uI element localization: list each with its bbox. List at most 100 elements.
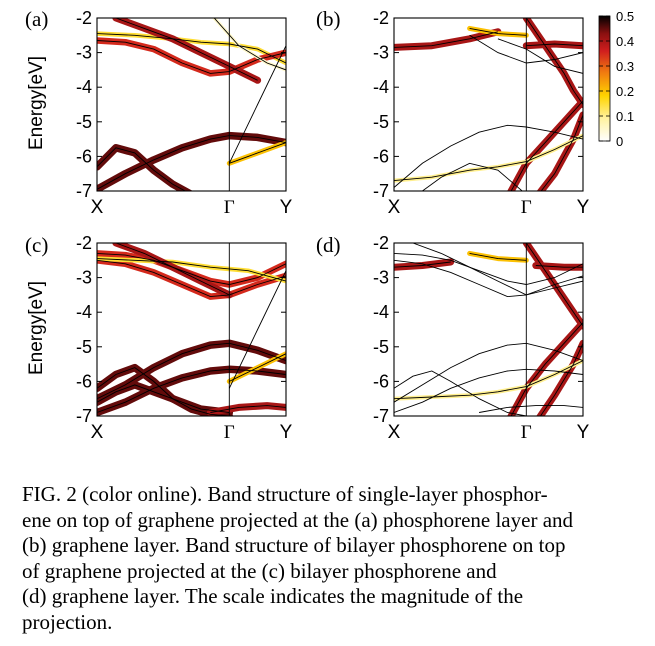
- colorbar-tick-label: 0.4: [616, 34, 634, 49]
- band-line-top2: [526, 43, 583, 47]
- band-line-v3: [97, 367, 230, 416]
- colorbar-tick-label: 0.5: [616, 9, 634, 24]
- x-tick-label: X: [91, 422, 104, 443]
- y-tick-label: -5: [373, 112, 389, 132]
- y-tick-label: -2: [76, 8, 92, 28]
- y-tick-label: -3: [373, 43, 389, 63]
- colorbar-gradient: [598, 15, 611, 142]
- band-line-thin5: [497, 38, 583, 74]
- x-tick-label: Y: [280, 197, 293, 218]
- band-line-t8: [479, 405, 583, 413]
- band-line-t2: [394, 368, 583, 413]
- panel-c-plot: -2 -3 -4 -5 -6 -7X Γ Y: [76, 233, 293, 443]
- band-weight-y1: [467, 250, 529, 263]
- y-tick-label: -3: [373, 268, 389, 288]
- plot-frame: [96, 17, 287, 192]
- band-line-band4: [97, 33, 286, 64]
- band-line-dirac1: [510, 322, 583, 416]
- y-tick-label: -6: [373, 146, 389, 166]
- x-tick-label: Y: [577, 422, 590, 443]
- band-line-top1: [394, 261, 451, 268]
- x-tick-label: Γ: [224, 422, 235, 443]
- y-tick-label: -6: [373, 371, 389, 391]
- band-line-v1: [97, 342, 286, 400]
- band-line-thin1: [394, 124, 583, 188]
- y-tick-label: -2: [373, 8, 389, 28]
- y-tick-label: -6: [76, 371, 92, 391]
- band-line-t3: [394, 370, 527, 416]
- x-tick-label: Γ: [521, 197, 532, 218]
- y-tick-label: -5: [76, 112, 92, 132]
- caption-line: ene on top of graphene projected at the …: [22, 507, 574, 532]
- band-line-c3: [97, 258, 286, 282]
- band-line-t1: [394, 342, 583, 403]
- colorbar: 0.5 0.4 0.3 0.2 0.1 0: [598, 9, 634, 149]
- panel-a-ylabel: Energy[eV]: [26, 56, 47, 150]
- band-lines: [97, 243, 286, 416]
- panel-d-label: (d): [316, 233, 341, 257]
- band-line-band1: [97, 135, 286, 190]
- panel-c: (c) Energy[eV] -2 -3 -4 -5 -6 -7X Γ Y: [25, 233, 293, 443]
- band-line-band7: [228, 45, 286, 164]
- y-tick-label: -5: [373, 337, 389, 357]
- y-tick-label: -4: [76, 302, 92, 322]
- band-line-dirac2: [525, 243, 583, 327]
- band-line-top1: [394, 31, 499, 48]
- y-tick-label: -7: [373, 406, 389, 426]
- y-tick-label: -6: [76, 146, 92, 166]
- x-tick-label: X: [388, 197, 401, 218]
- panel-b-label: (b): [316, 7, 341, 31]
- colorbar-ticks: 0.5 0.4 0.3 0.2 0.1 0: [599, 9, 634, 149]
- y-tick-label: -2: [76, 233, 92, 253]
- band-line-d1: [228, 270, 286, 389]
- band-line-t7: [412, 243, 583, 296]
- band-line-y1: [229, 353, 286, 382]
- panel-d: (d) -2 -3 -4 -5 -6 -7X Γ Y: [316, 233, 590, 443]
- panel-b-plot: -2 -3 -4 -5 -6 -7X Γ Y: [373, 8, 590, 218]
- band-structure-figure: (a) Energy[eV] -2-3-4-5-6-7X Γ Y (b) -2-3-…: [25, 7, 634, 443]
- caption-line: (d) graphene layer. The scale indicates …: [22, 584, 524, 608]
- band-lines: [97, 18, 286, 191]
- panel-d-plot: -2 -3 -4 -5 -6 -7X Γ Y: [373, 233, 590, 443]
- band-line-c1: [97, 259, 286, 298]
- band-line-v5: [210, 405, 286, 413]
- band-line-c2: [97, 252, 286, 285]
- y-tick-label: -7: [76, 406, 92, 426]
- y-tick-label: -4: [373, 302, 389, 322]
- band-line-dirac1: [510, 100, 583, 191]
- band-weight-band6: [112, 18, 262, 84]
- colorbar-tick-label: 0.2: [616, 84, 634, 99]
- y-tick-label: -7: [373, 181, 389, 201]
- band-weight-dirac3: [536, 339, 583, 416]
- y-tick-label: -7: [76, 181, 92, 201]
- figure-caption: FIG. 2 (color online). Band structure of…: [22, 482, 638, 635]
- band-line-band6: [115, 18, 258, 81]
- band-line-v2: [97, 368, 286, 413]
- colorbar-tick-label: 0.1: [616, 109, 634, 124]
- caption-line: projection.: [22, 609, 113, 634]
- y-tick-label: -3: [76, 268, 92, 288]
- band-line-thin2: [394, 135, 583, 182]
- band-line-t4: [394, 360, 583, 400]
- plot-frame: [393, 242, 584, 417]
- band-line-band3: [229, 142, 286, 164]
- band-lines: [394, 243, 583, 416]
- plot-frame: [96, 242, 287, 417]
- band-lines: [394, 18, 583, 191]
- x-tick-label: Γ: [521, 422, 532, 443]
- band-line-band5: [97, 40, 286, 74]
- x-tick-label: Γ: [224, 197, 235, 218]
- plot-frame: [393, 17, 584, 192]
- x-tick-label: Y: [280, 422, 293, 443]
- band-line-yel1: [469, 27, 527, 36]
- x-tick-label: X: [388, 422, 401, 443]
- y-tick-label: -4: [373, 77, 389, 97]
- panel-a-label: (a): [25, 7, 48, 31]
- caption-line: of graphene projected at the (c) bilayer…: [22, 558, 497, 583]
- y-tick-label: -5: [76, 337, 92, 357]
- band-line-v4: [97, 384, 230, 413]
- colorbar-tick-label: 0: [616, 134, 623, 149]
- band-line-c4: [115, 243, 230, 296]
- band-line-dirac2: [525, 18, 583, 105]
- panel-c-ylabel: Energy[eV]: [26, 281, 47, 375]
